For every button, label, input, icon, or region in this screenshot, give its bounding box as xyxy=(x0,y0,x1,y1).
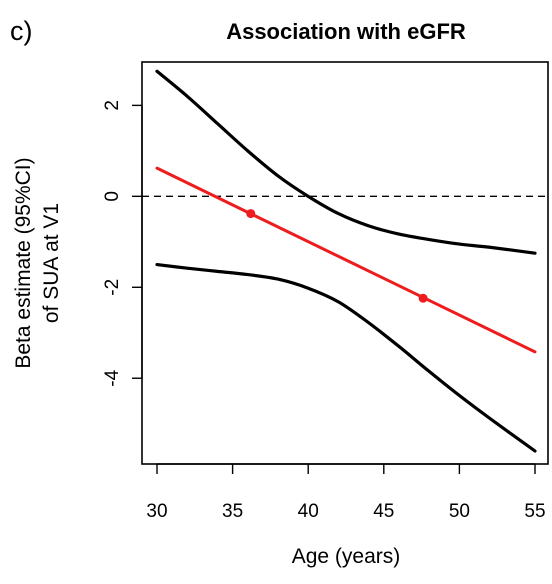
y-axis-label-line-1: Beta estimate (95%CI) xyxy=(12,157,35,368)
x-tick-label: 30 xyxy=(146,501,167,522)
estimate-point-1 xyxy=(246,209,256,219)
y-axis-label-line-2: of SUA at V1 xyxy=(40,203,63,323)
panel-label: c) xyxy=(10,16,33,46)
x-axis-label: Age (years) xyxy=(292,545,401,568)
x-tick-label: 35 xyxy=(222,501,243,522)
y-tick-label: 0 xyxy=(102,191,123,202)
x-tick-label: 45 xyxy=(373,501,394,522)
plot-frame xyxy=(141,61,549,465)
y-tick-label: -2 xyxy=(102,279,123,296)
estimate-line xyxy=(155,166,537,354)
chart-title: Association with eGFR xyxy=(226,19,466,44)
y-tick-label: 2 xyxy=(102,100,123,111)
x-tick-label: 55 xyxy=(524,501,545,522)
y-tick-label: -4 xyxy=(102,369,123,386)
lower-ci-line xyxy=(155,262,537,453)
estimate-point-2 xyxy=(418,293,428,303)
upper-ci-line xyxy=(155,69,537,255)
x-tick-label: 40 xyxy=(298,501,319,522)
x-tick-label: 50 xyxy=(449,501,470,522)
